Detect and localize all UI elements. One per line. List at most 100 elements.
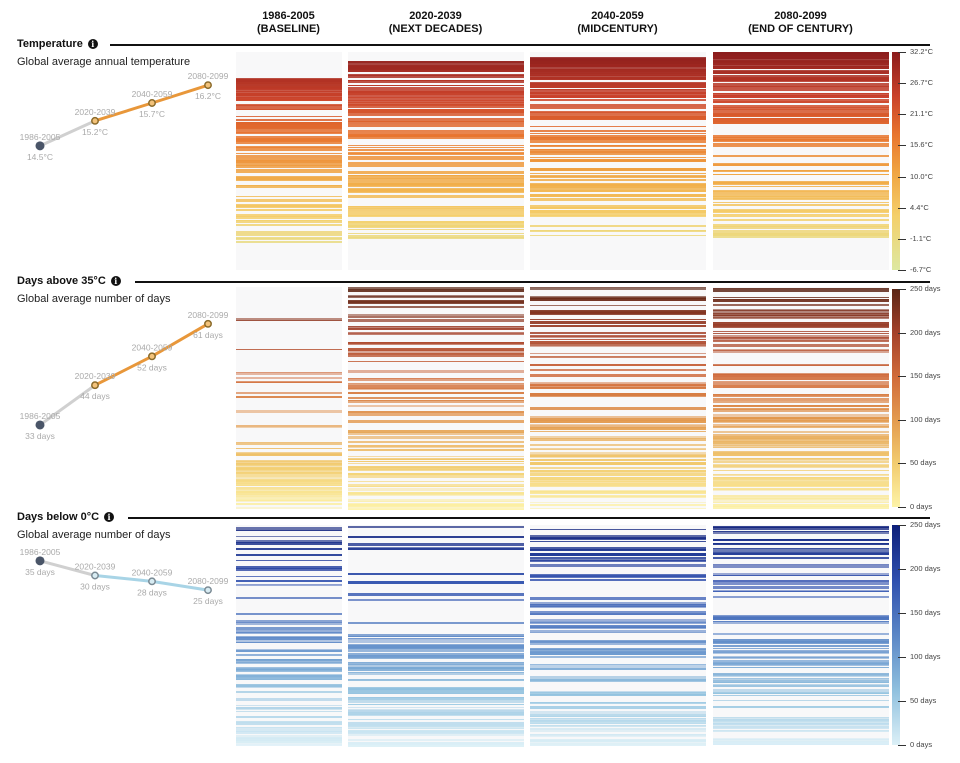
heatmap-stripe [236,130,342,132]
heatmap-stripe [530,387,706,390]
info-icon[interactable]: i [110,276,121,286]
heatmap-stripe [713,64,889,68]
heatmap-stripe [348,341,524,344]
info-icon[interactable]: i [87,39,98,49]
summary-point[interactable] [35,420,45,430]
scale-tick [898,114,906,116]
heatmap-stripe [713,404,889,407]
heatmap-stripe [713,99,889,101]
heatmap-stripe [348,429,524,433]
summary-point[interactable] [204,319,212,328]
heatmap-stripe [236,240,342,243]
heatmap-stripe [530,734,706,736]
heatmap-stripe [348,633,524,636]
heatmap-stripe [236,547,342,550]
heatmap-stripe [236,466,342,470]
heatmap-stripe [713,337,889,340]
heatmap-stripe [713,186,889,188]
heatmap-stripe [348,100,524,104]
summary-point[interactable] [91,116,99,125]
summary-point[interactable] [148,99,156,107]
heatmap-stripe [713,115,889,118]
heatmap-stripe [236,139,342,143]
summary-point[interactable] [91,571,99,580]
heatmap-stripe [348,289,524,292]
scale-tick-label: 32.2°C [910,47,934,56]
heatmap-stripe [348,158,524,160]
heatmap-stripe [236,168,342,171]
heatmap-stripe [348,475,524,478]
scale-tick [898,52,906,53]
heatmap-stripe [348,473,524,476]
heatmap-stripe [713,193,889,195]
heatmap-stripe [236,470,342,474]
heatmap-stripe [713,651,889,655]
summary-point[interactable] [35,556,45,566]
heatmap-stripe [713,322,889,326]
heatmap-stripe [713,236,889,239]
heatmap-stripe [713,435,889,439]
heatmap-stripe [348,125,524,128]
summary-point[interactable] [204,81,212,90]
heatmap-stripe [530,83,706,87]
heatmap-stripe [236,575,342,577]
heatmap-stripe [348,221,524,225]
scale-tick [898,525,906,526]
heatmap-stripe [348,709,524,713]
heatmap-stripe [530,702,706,704]
heatmap-stripe [713,191,889,195]
heatmap-stripe [236,730,342,734]
heatmap-stripe [713,334,889,338]
heatmap-stripe [713,183,889,185]
heatmap-stripe [348,648,524,652]
scale-tick [898,701,906,702]
heatmap-stripe [530,63,706,65]
summary-point[interactable] [148,577,156,586]
heatmap-stripe [713,137,889,141]
heatmap-stripe [530,556,706,559]
heatmap-stripe [530,205,706,209]
heatmap-stripe [236,722,342,726]
heatmap-stripe [530,189,706,192]
heatmap-stripe [348,69,524,72]
summary-point[interactable] [148,352,156,361]
summary-point[interactable] [204,586,212,595]
heatmap-panel-next-decades [348,525,524,747]
heatmap-stripe [530,129,706,132]
heatmap-stripe [236,106,342,110]
heatmap-stripe [348,360,524,362]
heatmap-stripe [236,585,342,587]
heatmap-stripe [236,199,342,203]
heatmap-panel-baseline [236,525,342,747]
heatmap-stripe [348,235,524,238]
heatmap-stripe [236,175,342,177]
heatmap-stripe [530,310,706,314]
heatmap-stripe [236,91,342,94]
heatmap-stripe [713,447,889,449]
summary-point[interactable] [91,381,99,390]
section-title: Temperature i [17,38,98,50]
heatmap-stripe [713,692,889,695]
summary-point[interactable] [35,141,45,151]
heatmap-stripe [713,693,889,695]
summary-value-label: 52 days [137,362,167,372]
info-icon[interactable]: i [104,512,115,522]
heatmap-stripe [713,673,889,675]
heatmap-stripe [348,621,524,624]
heatmap-stripe [530,304,706,306]
heatmap-stripe [236,98,342,101]
heatmap-stripe [348,410,524,413]
heatmap-stripe [530,215,706,218]
heatmap-stripe [530,679,706,683]
summary-value-label: 44 days [80,391,110,401]
heatmap-stripe [348,327,524,330]
scale-tick-label: 100 days [910,652,941,661]
heatmap-stripe [713,441,889,445]
heatmap-panel-end-of-century [713,525,889,745]
heatmap-stripe [236,584,342,586]
heatmap-stripe [348,132,524,135]
heatmap-stripe [530,212,706,216]
heatmap-stripe [713,339,889,341]
heatmap-stripe [713,469,889,471]
heatmap-stripe [530,642,706,646]
